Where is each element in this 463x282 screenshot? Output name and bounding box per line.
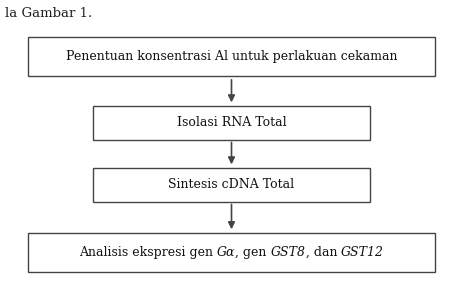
Text: la Gambar 1.: la Gambar 1. bbox=[5, 7, 92, 20]
Text: , dan: , dan bbox=[306, 246, 341, 259]
Text: GST8: GST8 bbox=[271, 246, 306, 259]
Text: Penentuan konsentrasi Al untuk perlakuan cekaman: Penentuan konsentrasi Al untuk perlakuan… bbox=[66, 50, 397, 63]
Text: Sintesis cDNA Total: Sintesis cDNA Total bbox=[169, 178, 294, 191]
Text: Gα: Gα bbox=[217, 246, 235, 259]
Text: Analisis ekspresi gen: Analisis ekspresi gen bbox=[79, 246, 217, 259]
Bar bbox=[93, 106, 370, 140]
Text: , gen: , gen bbox=[235, 246, 271, 259]
Bar bbox=[28, 233, 435, 272]
Bar bbox=[93, 168, 370, 202]
Text: GST12: GST12 bbox=[341, 246, 384, 259]
Bar bbox=[28, 37, 435, 76]
Text: Isolasi RNA Total: Isolasi RNA Total bbox=[177, 116, 286, 129]
